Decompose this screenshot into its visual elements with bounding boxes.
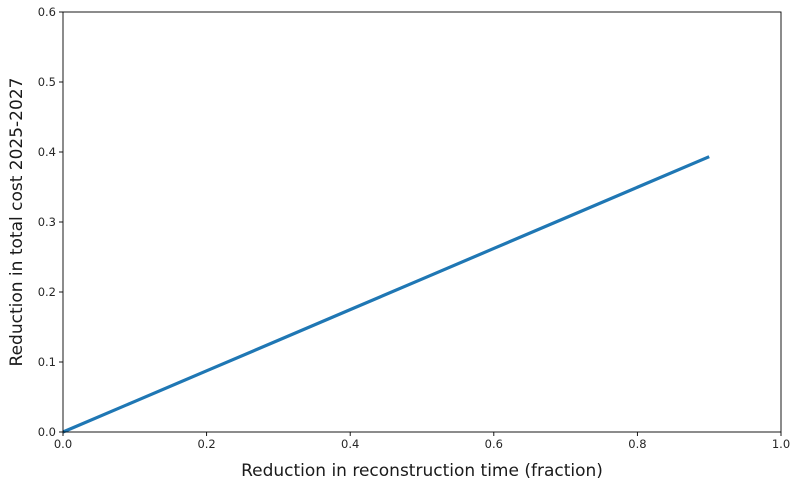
- x-tick-label: 0.2: [197, 437, 215, 451]
- y-tick-label: 0.6: [38, 5, 56, 19]
- ticks-layer: 0.0 0.2 0.4 0.6 0.8 1.0 0.0 0.1 0.2 0.3 0.4 0.5 0.6: [38, 5, 790, 451]
- x-tick-label: 0.4: [341, 437, 359, 451]
- y-tick-label: 0.4: [38, 145, 56, 159]
- y-tick-label: 0.1: [38, 355, 56, 369]
- y-tick-label: 0.5: [38, 75, 56, 89]
- series-layer: [62, 155, 710, 434]
- x-tick-label: 1.0: [772, 437, 790, 451]
- y-tick-label: 0.2: [38, 285, 56, 299]
- y-tick-label: 0.3: [38, 215, 56, 229]
- y-axis-label: Reduction in total cost 2025-2027: [7, 78, 27, 367]
- series-line: [62, 155, 710, 434]
- x-axis-label: Reduction in reconstruction time (fracti…: [241, 461, 603, 481]
- y-tick-label: 0.0: [38, 425, 56, 439]
- x-tick-label: 0.6: [485, 437, 503, 451]
- x-tick-label: 0.8: [628, 437, 646, 451]
- plot-frame: [62, 11, 782, 433]
- x-tick-label: 0.0: [54, 437, 72, 451]
